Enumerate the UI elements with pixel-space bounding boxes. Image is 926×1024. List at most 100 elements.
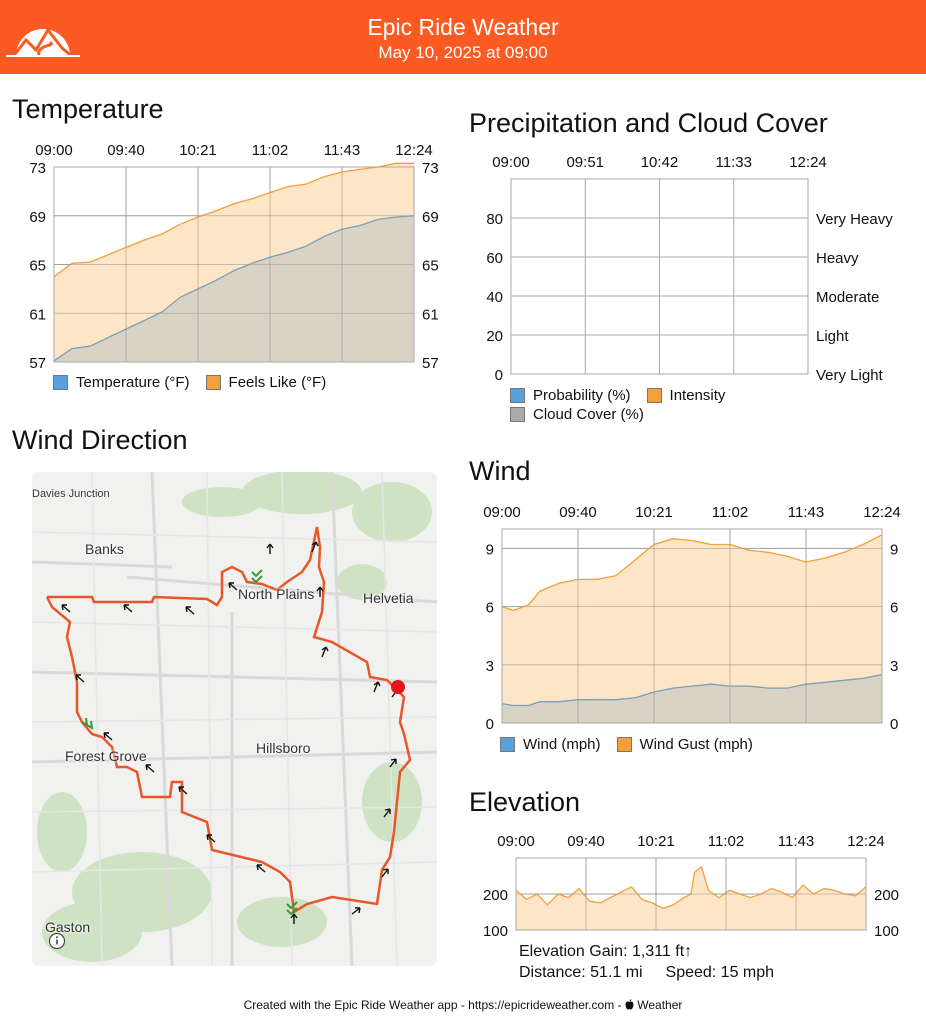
series-line-1: [501, 534, 883, 612]
y-tick-label: 80: [486, 211, 503, 228]
map-label-forest-grove: Forest Grove: [65, 748, 147, 764]
y-tick-label: 57: [29, 355, 46, 372]
legend-label: Probability (%): [533, 387, 631, 404]
x-tick-label: 11:43: [778, 833, 814, 850]
x-tick-label: 12:24: [863, 504, 901, 521]
cloud-cover-swatch: [510, 407, 525, 422]
map-label-davies-junction: Davies Junction: [32, 488, 110, 500]
x-tick-label: 10:42: [641, 154, 679, 171]
y-tick-label: 60: [486, 250, 503, 267]
info-icon[interactable]: [48, 932, 66, 950]
y-tick-label: 0: [495, 367, 503, 384]
footer: Created with the Epic Ride Weather app -…: [0, 998, 926, 1012]
x-tick-label: 10:21: [637, 833, 675, 850]
x-tick-label: 09:40: [107, 142, 145, 159]
ride-start-marker[interactable]: [391, 680, 405, 694]
y2-tick-label: 57: [422, 355, 439, 372]
x-tick-label: 09:40: [559, 504, 597, 521]
map-canvas: [32, 472, 437, 966]
x-tick-label: 11:43: [788, 504, 824, 521]
wind-title: Wind: [469, 456, 531, 486]
plot-frame: [501, 528, 883, 724]
plot-frame: [515, 857, 867, 931]
y-tick-label: 0: [486, 716, 494, 733]
legend-item-cloud-cover: Cloud Cover (%): [510, 406, 644, 423]
y2-tick-label: Moderate: [816, 289, 879, 306]
app-title: Epic Ride Weather: [367, 14, 559, 40]
x-tick-label: 10:21: [635, 504, 673, 521]
legend-item-wind: Wind (mph): [500, 736, 601, 753]
route-path: [45, 526, 412, 915]
footer-text: Created with the Epic Ride Weather app -…: [243, 998, 625, 1012]
map-label-north-plains: North Plains: [238, 586, 315, 602]
distance-value: Distance: 51.1 mi: [519, 964, 643, 981]
app-header: Epic Ride Weather May 10, 2025 at 09:00: [0, 0, 926, 74]
y-tick-label: 100: [483, 923, 508, 940]
footer-weather-label: Weather: [637, 998, 683, 1012]
map-minor-roads: [32, 472, 437, 966]
series-area-0: [54, 215, 414, 362]
series-line-1: [53, 162, 414, 278]
x-tick-label: 09:00: [492, 154, 530, 171]
legend-label: Temperature (°F): [76, 374, 190, 391]
wind-swatch: [500, 737, 515, 752]
distance-speed-row: Distance: 51.1 mi Speed: 15 mph: [519, 964, 774, 982]
y2-tick-label: 9: [890, 541, 898, 558]
precipitation-legend: Probability (%) Intensity Cloud Cover (%…: [510, 386, 741, 424]
map-label-hillsboro: Hillsboro: [256, 740, 311, 756]
series-line-0: [515, 865, 867, 910]
legend-item-intensity: Intensity: [646, 387, 725, 404]
elevation-gain: Elevation Gain: 1,311 ft↑: [519, 943, 693, 960]
x-tick-label: 12:24: [847, 833, 885, 850]
x-tick-label: 11:02: [712, 504, 748, 521]
x-tick-label: 09:51: [566, 154, 604, 171]
wind-direction-title: Wind Direction: [12, 425, 188, 455]
legend-label: Wind Gust (mph): [639, 736, 753, 753]
y-tick-label: 200: [483, 887, 508, 904]
y2-tick-label: Light: [816, 328, 849, 345]
x-tick-label: 09:00: [483, 504, 521, 521]
series-line-0: [53, 215, 415, 362]
temperature-swatch: [53, 375, 68, 390]
legend-item-feels-like: Feels Like (°F): [205, 374, 327, 391]
series-area-0: [502, 674, 882, 723]
precipitation-title: Precipitation and Cloud Cover: [469, 108, 828, 138]
series-area-0: [516, 867, 866, 930]
legend-item-wind-gust: Wind Gust (mph): [616, 736, 753, 753]
wind-legend: Wind (mph) Wind Gust (mph): [500, 735, 769, 754]
y-tick-label: 65: [29, 258, 46, 275]
y2-tick-label: 0: [890, 716, 898, 733]
apple-icon: [625, 999, 634, 1010]
map-label-gaston: Gaston: [45, 919, 91, 935]
y-tick-label: 61: [29, 306, 46, 323]
x-tick-label: 11:02: [708, 833, 744, 850]
y2-tick-label: 61: [422, 306, 439, 323]
speed-value: Speed: 15 mph: [665, 964, 775, 981]
legend-label: Wind (mph): [523, 736, 601, 753]
ride-datetime: May 10, 2025 at 09:00: [378, 43, 548, 62]
route-map[interactable]: Davies Junction Banks North Plains Helve…: [32, 472, 437, 966]
legend-label: Feels Like (°F): [228, 374, 327, 391]
series-line-0: [501, 673, 883, 707]
y2-tick-label: Heavy: [816, 250, 859, 267]
direction-chevron-icons: [81, 569, 298, 916]
y2-tick-label: 200: [874, 887, 899, 904]
y2-tick-label: 3: [890, 658, 898, 675]
legend-item-probability: Probability (%): [510, 387, 631, 404]
legend-item-temperature: Temperature (°F): [53, 374, 190, 391]
y2-tick-label: Very Heavy: [816, 211, 893, 228]
map-label-helvetia: Helvetia: [363, 590, 414, 606]
elevation-chart: 09:00 09:40 10:21 11:02 11:43 12:24 100 100 200 2…: [483, 833, 899, 940]
x-tick-label: 11:43: [324, 142, 360, 159]
y2-tick-label: 65: [422, 258, 439, 275]
wind-arrow-icons: [61, 541, 399, 924]
legend-label: Cloud Cover (%): [533, 406, 644, 423]
map-label-banks: Banks: [85, 541, 124, 557]
map-roads: [32, 472, 437, 966]
x-tick-label: 11:02: [252, 142, 288, 159]
y-tick-label: 73: [29, 160, 46, 177]
y-tick-label: 69: [29, 209, 46, 226]
temperature-title: Temperature: [12, 94, 164, 124]
x-tick-label: 12:24: [789, 154, 827, 171]
precipitation-chart: 09:00 09:51 10:42 11:33 12:24 0 20 40 60 80 Very L…: [486, 154, 893, 384]
